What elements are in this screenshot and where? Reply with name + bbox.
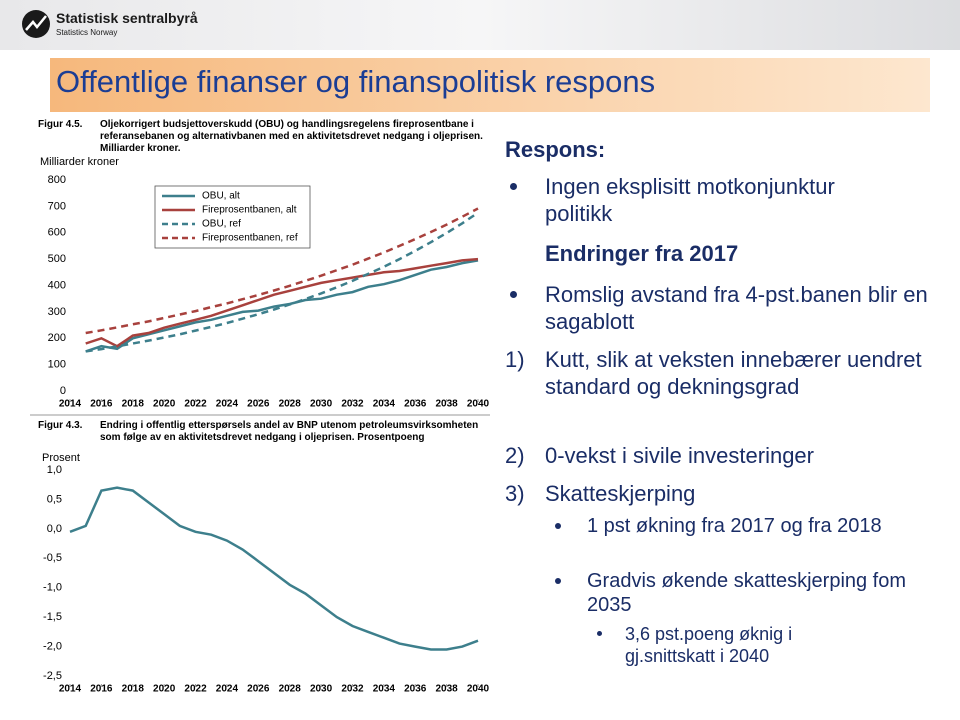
x-tick-label: 2032 (341, 684, 364, 695)
measure-number: 1) (505, 347, 525, 372)
y-tick-label: 700 (48, 200, 66, 212)
measure-number: 2) (505, 443, 525, 468)
legend-label: Fireprosentbanen, alt (202, 205, 297, 216)
series-line (85, 257, 479, 348)
legend-label: OBU, alt (202, 191, 240, 202)
legend-label: OBU, ref (202, 219, 241, 230)
x-tick-label: 2018 (122, 684, 145, 695)
x-tick-label: 2024 (216, 684, 239, 695)
measure-text: Kutt, slik at veksten innebærer uendret … (545, 347, 922, 399)
title-bar (50, 58, 930, 112)
bullet (555, 578, 561, 584)
x-tick-label: 2024 (216, 399, 239, 410)
bullet (510, 183, 517, 190)
series-line (85, 211, 479, 353)
detail-subtext: 3,6 pst.poeng øknig i gj.snittskatt i 20… (625, 624, 793, 666)
y-axis-label: Prosent (42, 452, 80, 464)
x-tick-label: 2022 (184, 684, 207, 695)
series-line (69, 486, 479, 651)
x-tick-label: 2034 (373, 399, 396, 410)
x-tick-label: 2028 (279, 684, 302, 695)
x-tick-label: 2038 (435, 399, 458, 410)
figure-title: Oljekorrigert budsjettoverskudd (OBU) og… (100, 119, 483, 154)
y-tick-label: 300 (48, 306, 66, 318)
x-tick-label: 2022 (184, 399, 207, 410)
bullet (597, 631, 602, 636)
x-tick-label: 2028 (279, 399, 302, 410)
x-tick-label: 2026 (247, 399, 270, 410)
figure-title: Endring i offentlig etterspørsels andel … (100, 420, 479, 443)
text-subheading: Endringer fra 2017 (545, 241, 739, 266)
x-tick-label: 2018 (122, 399, 145, 410)
x-tick-label: 2020 (153, 684, 176, 695)
bullet (510, 291, 517, 298)
legend-label: Fireprosentbanen, ref (202, 233, 298, 244)
x-tick-label: 2014 (59, 684, 82, 695)
text-change: Romslig avstand fra 4-pst.banen blir en … (545, 282, 928, 334)
x-tick-label: 2016 (90, 399, 113, 410)
x-tick-label: 2036 (404, 684, 427, 695)
y-tick-label: 400 (48, 279, 66, 291)
y-tick-label: 800 (48, 174, 66, 186)
y-tick-label: 0,0 (47, 523, 62, 535)
bullet (555, 523, 561, 529)
x-tick-label: 2034 (373, 684, 396, 695)
measure-text: Skatteskjerping (545, 481, 696, 506)
y-tick-label: -0,5 (43, 552, 62, 564)
series-line (85, 259, 479, 353)
y-tick-label: -1,5 (43, 611, 62, 623)
y-tick-label: 1,0 (47, 464, 62, 476)
y-axis-label: Milliarder kroner (40, 156, 119, 168)
x-tick-label: 2040 (467, 684, 490, 695)
measure-text: 0-vekst i sivile investeringer (545, 443, 814, 468)
slide-title: Offentlige finanser og finanspolitisk re… (56, 64, 656, 99)
x-tick-label: 2026 (247, 684, 270, 695)
x-tick-label: 2020 (153, 399, 176, 410)
logo-mark (25, 15, 47, 31)
x-tick-label: 2032 (341, 399, 364, 410)
y-tick-label: 600 (48, 227, 66, 239)
x-tick-label: 2016 (90, 684, 113, 695)
y-tick-label: 500 (48, 253, 66, 265)
figure-label: Figur 4.5. (38, 119, 83, 130)
y-tick-label: 0 (60, 385, 66, 397)
x-tick-label: 2036 (404, 399, 427, 410)
detail-text: 1 pst økning fra 2017 og fra 2018 (587, 515, 882, 537)
y-tick-label: -1,0 (43, 582, 62, 594)
y-tick-label: 0,5 (47, 493, 62, 505)
y-tick-label: 100 (48, 359, 66, 371)
x-tick-label: 2030 (310, 399, 333, 410)
x-tick-label: 2040 (467, 399, 490, 410)
header-band (0, 0, 960, 50)
logo-name: Statistisk sentralbyrå (56, 10, 198, 26)
y-tick-label: -2,5 (43, 670, 62, 682)
x-tick-label: 2014 (59, 399, 82, 410)
logo-subtitle: Statistics Norway (56, 28, 118, 37)
y-tick-label: -2,0 (43, 640, 62, 652)
x-tick-label: 2038 (435, 684, 458, 695)
text-heading: Respons: (505, 137, 606, 162)
y-tick-label: 200 (48, 332, 66, 344)
series-line (85, 207, 479, 335)
text-point: Ingen eksplisitt motkonjunktur politikk (545, 174, 835, 226)
detail-text: Gradvis økende skatteskjerping fom 2035 (587, 570, 907, 616)
measure-number: 3) (505, 481, 525, 506)
figure-label: Figur 4.3. (38, 420, 83, 431)
x-tick-label: 2030 (310, 684, 333, 695)
